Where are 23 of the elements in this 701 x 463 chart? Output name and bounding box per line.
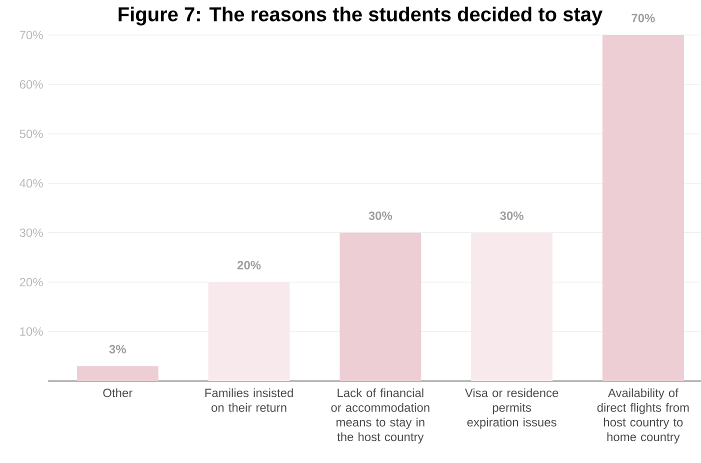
y-tick-label: 40%	[20, 179, 43, 188]
y-tick-label: 10%	[20, 327, 43, 336]
data-label: 70%	[632, 14, 655, 22]
y-tick-label: 30%	[20, 228, 43, 237]
bar	[471, 232, 553, 381]
y-tick-label: 60%	[20, 80, 43, 89]
x-tick-label: Other	[103, 388, 132, 398]
bar	[340, 232, 422, 381]
y-tick-label: 50%	[20, 130, 43, 138]
y-tick-label: 70%	[20, 30, 43, 40]
data-label: 3%	[109, 344, 126, 354]
x-tick-label: Availability of direct flights from host country to home country	[597, 388, 689, 444]
data-label: 30%	[500, 211, 524, 220]
y-tick-label: 20%	[20, 278, 43, 286]
x-tick-label: Visa or residence permits expiration issues	[464, 388, 558, 429]
bar	[76, 366, 158, 381]
bar	[602, 34, 684, 381]
bar	[208, 282, 290, 381]
x-tick-label: Lack of financial or accommodation means to stay in the host country	[331, 388, 430, 444]
x-tick-label: Families insisted on their return	[205, 388, 293, 412]
chart-title: Figure 7: The reasons the students decided to stay	[118, 6, 603, 26]
data-label: 20%	[237, 260, 261, 270]
data-label: 30%	[368, 211, 392, 220]
